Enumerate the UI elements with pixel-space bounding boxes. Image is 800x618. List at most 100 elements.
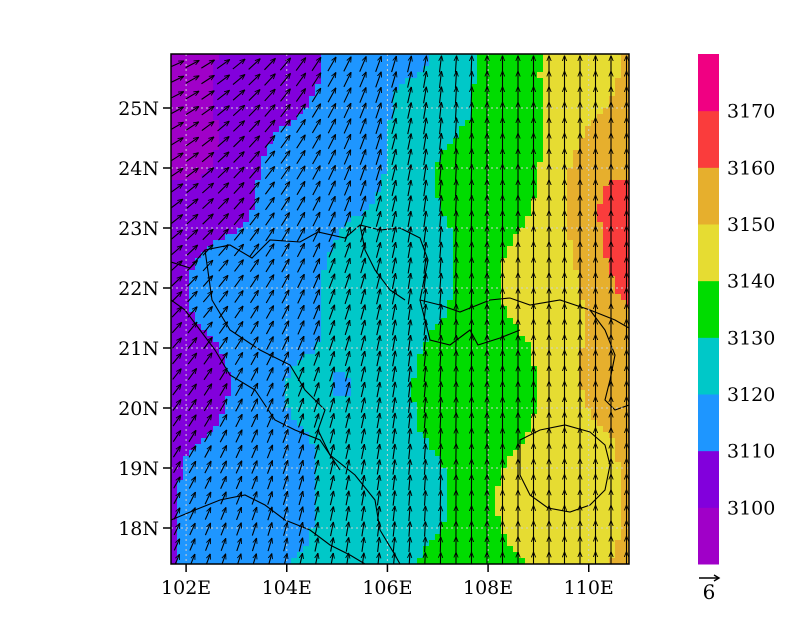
field-cell (219, 144, 226, 151)
field-cell (573, 174, 580, 181)
field-cell (273, 186, 280, 193)
field-cell (441, 96, 448, 103)
field-cell (429, 282, 436, 289)
field-cell (471, 192, 478, 199)
field-cell (519, 222, 526, 229)
field-cell (429, 330, 436, 337)
field-cell (459, 144, 466, 151)
field-cell (219, 408, 226, 415)
field-cell (357, 126, 364, 133)
field-cell (597, 192, 604, 199)
field-cell (549, 324, 556, 331)
field-cell (327, 228, 334, 235)
field-cell (501, 156, 508, 163)
field-cell (183, 198, 190, 205)
field-cell (531, 330, 538, 337)
field-cell (483, 408, 490, 415)
field-cell (273, 240, 280, 247)
field-cell (243, 168, 250, 175)
field-cell (603, 360, 610, 367)
field-cell (627, 186, 629, 193)
field-cell (315, 174, 322, 181)
field-cell (597, 246, 604, 253)
field-cell (537, 408, 544, 415)
field-cell (177, 312, 184, 319)
field-cell (423, 276, 430, 283)
field-cell (261, 126, 268, 133)
field-cell (537, 246, 544, 253)
field-cell (513, 282, 520, 289)
field-cell (399, 252, 406, 259)
field-cell (171, 384, 178, 391)
field-cell (591, 402, 598, 409)
field-cell (285, 72, 292, 79)
field-cell (225, 402, 232, 409)
field-cell (291, 60, 298, 67)
field-cell (381, 234, 388, 241)
field-cell (519, 282, 526, 289)
field-cell (507, 324, 514, 331)
field-cell (579, 312, 586, 319)
field-cell (471, 96, 478, 103)
field-cell (291, 132, 298, 139)
field-cell (447, 312, 454, 319)
field-cell (255, 66, 262, 73)
field-cell (195, 348, 202, 355)
field-cell (621, 114, 628, 121)
field-cell (435, 54, 442, 61)
field-cell (249, 222, 256, 229)
field-cell (309, 354, 316, 361)
field-cell (507, 408, 514, 415)
field-cell (447, 318, 454, 325)
field-cell (279, 234, 286, 241)
field-cell (417, 186, 424, 193)
field-cell (201, 60, 208, 67)
field-cell (543, 240, 550, 247)
field-cell (459, 330, 466, 337)
field-cell (225, 282, 232, 289)
field-cell (273, 84, 280, 91)
field-cell (333, 342, 340, 349)
field-cell (231, 222, 238, 229)
field-cell (447, 120, 454, 127)
field-cell (393, 396, 400, 403)
field-cell (255, 402, 262, 409)
field-cell (321, 282, 328, 289)
field-cell (525, 72, 532, 79)
field-cell (261, 222, 268, 229)
field-cell (381, 78, 388, 85)
field-cell (183, 114, 190, 121)
field-cell (513, 312, 520, 319)
field-cell (423, 420, 430, 427)
field-cell (417, 216, 424, 223)
field-cell (339, 114, 346, 121)
field-cell (285, 138, 292, 145)
field-cell (381, 276, 388, 283)
field-cell (183, 204, 190, 211)
field-cell (597, 84, 604, 91)
field-cell (495, 216, 502, 223)
field-cell (543, 276, 550, 283)
field-cell (447, 168, 454, 175)
field-cell (441, 384, 448, 391)
field-cell (537, 120, 544, 127)
field-cell (177, 294, 184, 301)
field-cell (429, 342, 436, 349)
field-cell (555, 192, 562, 199)
field-cell (273, 174, 280, 181)
field-cell (183, 168, 190, 175)
field-cell (231, 408, 238, 415)
field-cell (351, 96, 358, 103)
field-cell (273, 414, 280, 421)
field-cell (591, 300, 598, 307)
field-cell (387, 216, 394, 223)
field-cell (465, 420, 472, 427)
field-cell (285, 204, 292, 211)
field-cell (309, 162, 316, 169)
field-cell (273, 426, 280, 433)
field-cell (237, 96, 244, 103)
field-cell (255, 270, 262, 277)
field-cell (231, 90, 238, 97)
field-cell (507, 402, 514, 409)
field-cell (399, 222, 406, 229)
